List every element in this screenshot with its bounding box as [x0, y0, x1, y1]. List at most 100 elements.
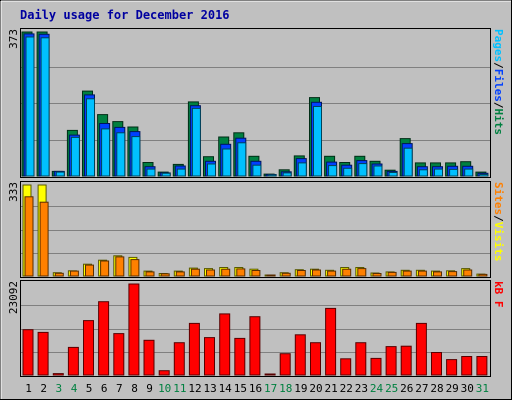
legend-item: /: [492, 62, 505, 69]
bar-kb-f-day-21: [325, 307, 337, 376]
bar-pages-day-15: [237, 142, 247, 177]
bar-pages-day-20: [313, 106, 322, 177]
bar-kb-f-day-14: [219, 313, 231, 376]
bar-kb-f-day-30: [461, 356, 473, 376]
bar-sites-day-11: [175, 271, 185, 277]
legend-item: Visits: [492, 222, 505, 262]
x-tick-label: 16: [249, 382, 262, 395]
legend-item: Hits: [492, 109, 505, 136]
legend-kbytes: kB F: [492, 281, 505, 308]
bar-sites-day-23: [357, 268, 367, 277]
x-tick-label: 2: [40, 382, 47, 395]
bar-kb-f-day-26: [400, 345, 412, 376]
x-tick-label: 26: [400, 382, 413, 395]
bar-kb-f-day-15: [234, 337, 246, 376]
x-tick-label: 18: [279, 382, 292, 395]
x-tick-label: 9: [146, 382, 153, 395]
bar-kb-f-day-6: [98, 301, 110, 376]
bar-sites-day-29: [448, 271, 458, 277]
bar-pages-day-6: [101, 128, 111, 177]
bar-pages-day-28: [434, 168, 443, 177]
bar-sites-day-25: [387, 271, 397, 277]
bars-sites-visits: [22, 184, 488, 277]
bar-kb-f-day-31: [476, 356, 488, 376]
bar-kb-f-day-23: [355, 342, 367, 376]
bar-kb-f-day-1: [22, 329, 34, 376]
bar-pages-day-12: [191, 107, 201, 177]
legend-item: Pages: [492, 29, 505, 62]
bar-kb-f-day-13: [204, 337, 215, 376]
bar-pages-day-26: [403, 147, 413, 177]
bar-pages-day-25: [388, 172, 398, 177]
legend-item: Files: [492, 69, 505, 102]
bar-pages-day-22: [343, 167, 353, 177]
bar-kb-f-day-9: [143, 339, 155, 376]
bar-sites-day-31: [478, 273, 488, 277]
x-tick-label: 30: [461, 382, 474, 395]
bar-pages-day-13: [207, 163, 216, 177]
bar-kb-f-day-20: [310, 342, 321, 376]
bar-sites-day-9: [145, 271, 155, 277]
bar-pages-day-10: [161, 172, 171, 177]
bar-pages-day-11: [176, 168, 186, 177]
bar-kb-f-day-17: [264, 373, 276, 376]
x-tick-label: 7: [116, 382, 123, 395]
bar-sites-day-13: [206, 269, 215, 277]
bar-sites-day-5: [85, 264, 94, 277]
bar-kb-f-day-16: [249, 316, 261, 376]
bar-sites-day-12: [190, 268, 200, 277]
bar-sites-day-20: [312, 269, 321, 277]
x-tick-label: 14: [219, 382, 233, 395]
legend-item: /: [492, 215, 505, 222]
x-tick-label: 8: [131, 382, 138, 395]
bar-kb-f-day-29: [446, 359, 458, 376]
x-axis-day-labels: 1 2 3 4 5 6 7 8 9 10 11 12 13 14 15 16 17 18 19 20 21 22 23 24 2…: [25, 382, 489, 395]
bar-sites-day-7: [115, 256, 125, 277]
bar-sites-day-24: [372, 273, 382, 277]
bar-sites-day-2: [39, 201, 49, 277]
bar-pages-day-8: [131, 136, 141, 177]
bar-kb-f-day-10: [158, 370, 170, 376]
bar-pages-day-31: [479, 174, 489, 177]
bar-kb-f-day-18: [279, 353, 291, 376]
bars-kbytes: [22, 283, 488, 376]
x-tick-label: 27: [415, 382, 428, 395]
bar-kb-f-day-28: [431, 352, 442, 376]
ymax-label-sites-visits: 333: [7, 182, 20, 202]
chart-title: Daily usage for December 2016: [20, 8, 230, 22]
bar-sites-day-3: [54, 272, 64, 277]
bar-pages-day-3: [55, 171, 65, 177]
bar-kb-f-day-7: [113, 333, 125, 376]
legend-item: kB F: [492, 281, 505, 308]
ymax-label-usage: 373: [7, 29, 20, 49]
x-tick-label: 25: [385, 382, 398, 395]
bar-sites-day-30: [463, 269, 473, 277]
x-tick-label: 23: [355, 382, 368, 395]
x-tick-label: 15: [234, 382, 247, 395]
bar-pages-day-30: [464, 168, 474, 177]
x-tick-label: 24: [370, 382, 384, 395]
bar-sites-day-10: [160, 273, 170, 277]
bar-pages-day-14: [222, 148, 232, 177]
x-tick-label: 17: [264, 382, 277, 395]
bar-sites-day-14: [221, 268, 231, 277]
bar-pages-day-17: [267, 174, 277, 177]
bar-pages-day-7: [116, 132, 126, 177]
bar-kb-f-day-11: [173, 342, 185, 376]
bar-pages-day-9: [146, 168, 156, 177]
bar-kb-f-day-25: [385, 346, 397, 376]
bar-pages-day-5: [86, 98, 95, 177]
bar-pages-day-2: [40, 37, 50, 177]
bar-kb-f-day-27: [415, 322, 427, 376]
ymax-label-kbytes: 23092: [7, 281, 20, 314]
bar-kb-f-day-2: [37, 331, 49, 376]
x-tick-label: 13: [203, 382, 216, 395]
x-tick-label: 4: [71, 382, 78, 395]
bar-pages-day-19: [297, 162, 307, 177]
x-tick-label: 28: [430, 382, 443, 395]
bar-kb-f-day-12: [188, 322, 200, 376]
bar-sites-day-1: [24, 196, 34, 277]
bar-pages-day-1: [25, 36, 35, 177]
panel-sites-visits: [20, 181, 491, 278]
bar-sites-day-27: [417, 270, 427, 277]
